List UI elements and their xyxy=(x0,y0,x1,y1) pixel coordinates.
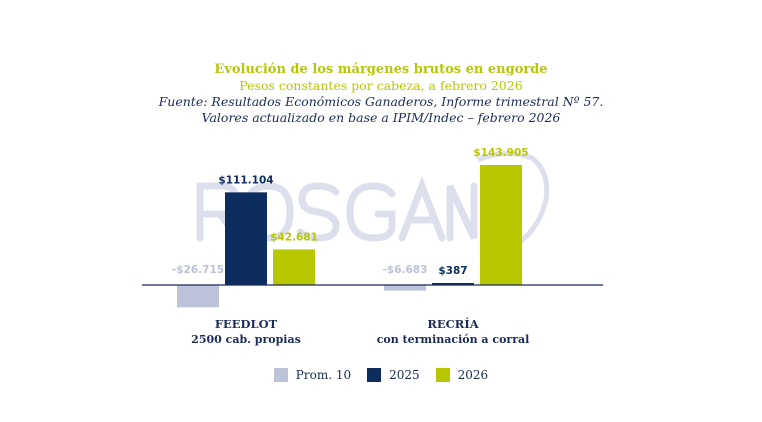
source-line-1: Fuente: Resultados Económicos Ganaderos,… xyxy=(158,94,604,109)
legend-swatch xyxy=(273,368,288,382)
legend: Prom. 10 2025 2026 xyxy=(0,368,762,382)
data-label: $111.104 xyxy=(218,174,273,186)
legend-item-2026: 2026 xyxy=(435,368,488,382)
watermark-letter xyxy=(296,182,340,242)
category-label-line2: con terminación a corral xyxy=(377,333,530,346)
category-label-line2: 2500 cab. propias xyxy=(191,333,301,346)
legend-swatch xyxy=(367,368,382,382)
bar-2026-1 xyxy=(480,165,522,285)
chart-titles: Evolución de los márgenes brutos en engo… xyxy=(0,62,762,126)
category-label-line1: RECRÍA xyxy=(427,317,479,331)
watermark-letter xyxy=(346,182,396,242)
data-label: $387 xyxy=(438,265,467,277)
chart-title: Evolución de los márgenes brutos en engo… xyxy=(214,62,548,77)
category-label-line1: FEEDLOT xyxy=(215,317,278,331)
data-label: $143.905 xyxy=(473,147,528,159)
data-label: -$26.715 xyxy=(172,264,224,276)
bar-prom-10-0 xyxy=(177,285,219,308)
bar-prom-10-1 xyxy=(384,285,426,291)
legend-item-2025: 2025 xyxy=(367,368,420,382)
watermark-letter xyxy=(398,176,446,242)
chart-subtitle: Pesos constantes por cabeza, a febrero 2… xyxy=(239,78,523,93)
data-label: -$6.683 xyxy=(383,264,428,276)
data-label: $42.681 xyxy=(270,231,318,243)
source-line-2: Valores actualizado en base a IPIM/Indec… xyxy=(201,110,561,125)
bar-2025-0 xyxy=(225,192,267,285)
legend-swatch xyxy=(435,368,450,382)
bar-2025-1 xyxy=(432,283,474,285)
watermark-letter xyxy=(446,182,478,242)
bar-2026-0 xyxy=(273,249,315,285)
watermark-logo xyxy=(196,176,478,242)
legend-item-prom10: Prom. 10 xyxy=(273,368,351,382)
